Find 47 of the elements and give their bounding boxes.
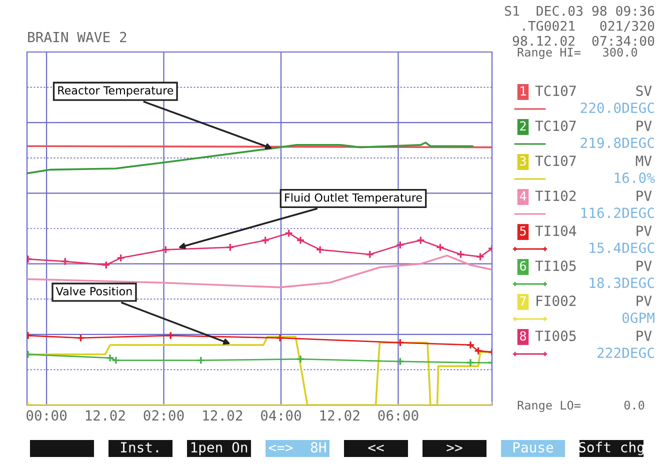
text: 1pen On (191, 442, 248, 456)
x-tick-label: 00:00 (26, 410, 67, 421)
text: 3 (520, 156, 526, 166)
text: .TG0021 021/320 (523, 20, 654, 32)
text: 219.8DEGC (580, 138, 654, 148)
chart-title: BRAIN WAVE 2 (28, 32, 126, 42)
x-tick-label: 02:00 (144, 410, 184, 421)
legend-label: TC107 PV (535, 120, 652, 132)
y-tick-label: Range LO= 0.0 (518, 400, 644, 412)
legend-label: TC107 MV (535, 156, 652, 166)
legend-label: TI005 PV (535, 330, 652, 342)
annotation: Fluid Outlet Temperature (285, 193, 422, 204)
text: 222DEGC (598, 348, 654, 358)
text: 18.3DEGC (590, 278, 654, 288)
text: 116.2DEGC (581, 208, 654, 218)
text: Soft chg (578, 442, 644, 456)
legend-label: TI102 PV (535, 190, 652, 202)
text: S1 DEC.03 98 09:36 (504, 6, 654, 16)
x-tick-label: 12.02 (86, 410, 125, 421)
legend-label: TC107 SV (535, 86, 652, 96)
text: 15.4DEGC (590, 242, 654, 254)
text: <=> 8H (268, 442, 326, 453)
annotation: Valve Position (56, 286, 132, 296)
text: << (368, 444, 384, 452)
text: 6 (520, 261, 526, 271)
x-tick-label: 12.02 (320, 410, 360, 421)
annotation: Reactor Temperature (58, 86, 174, 97)
text: 8 (520, 331, 526, 341)
legend-label: TI105 PV (535, 260, 652, 272)
text: 2 (520, 121, 526, 130)
text: 0GPM (622, 312, 654, 324)
x-tick-label: 12.02 (203, 410, 242, 421)
text: 16.0% (614, 172, 655, 184)
text: 220.0DEGC (580, 102, 654, 114)
x-tick-label: 04:00 (260, 410, 301, 421)
text: 7 (520, 296, 526, 306)
text: >> (446, 444, 462, 452)
text: 4 (520, 191, 526, 200)
text: 98.12.02 07:34:00 (512, 36, 654, 46)
y-tick-label: Range HI= 300.0 (518, 48, 638, 60)
text: Inst. (120, 442, 158, 453)
text: Pause (513, 442, 554, 453)
text: 1 (520, 86, 526, 96)
legend-label: TI104 PV (535, 226, 652, 236)
legend-label: FI002 PV (536, 296, 652, 306)
x-tick-label: 06:00 (378, 410, 418, 421)
text: 5 (520, 226, 526, 236)
